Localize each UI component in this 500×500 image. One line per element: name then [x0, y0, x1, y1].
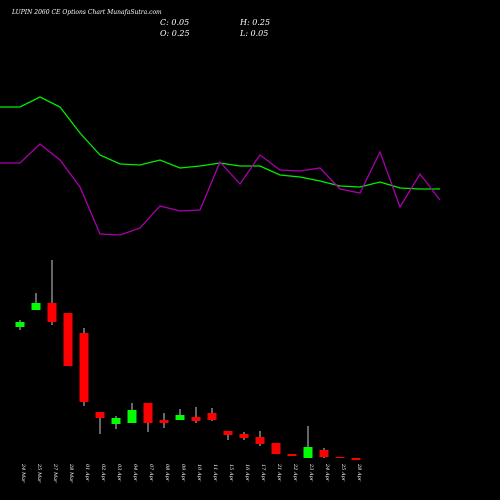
indicator-line — [0, 143, 441, 236]
candle-body — [15, 322, 25, 327]
high-label: H: 0.25 — [239, 18, 270, 27]
x-tick-label: 09 Apr — [180, 464, 186, 482]
candle-body — [223, 431, 233, 435]
x-tick-label: 17 Apr — [260, 464, 266, 482]
x-tick-label: 02 Apr — [100, 464, 106, 482]
candle-body — [351, 458, 361, 460]
x-tick-label: 25 Mar — [36, 463, 42, 483]
x-tick-label: 11 Apr — [212, 464, 218, 482]
candle-body — [31, 303, 41, 310]
candle-body — [79, 333, 89, 402]
x-tick-label: 07 Apr — [148, 464, 154, 482]
candle-body — [127, 410, 137, 423]
candle-body — [175, 415, 185, 420]
candle-body — [47, 303, 57, 322]
x-tick-label: 08 Apr — [164, 464, 170, 482]
indicator-line — [0, 96, 440, 190]
x-tick-label: 21 Apr — [276, 463, 282, 482]
x-tick-label: 23 Apr — [308, 463, 314, 482]
close-label: C: 0.05 — [160, 18, 189, 27]
x-tick-label: 15 Apr — [228, 464, 234, 482]
candle-body — [319, 450, 329, 457]
candle-body — [335, 457, 345, 458]
x-tick-label: 04 Apr — [132, 464, 138, 482]
x-tick-label: 22 Apr — [292, 463, 298, 482]
candle-body — [239, 434, 249, 438]
x-tick-label: 25 Apr — [340, 463, 346, 482]
x-tick-label: 28 Apr — [356, 463, 362, 482]
candle-body — [255, 437, 265, 444]
x-tick-label: 03 Apr — [116, 464, 122, 482]
x-tick-label: 10 Apr — [196, 464, 202, 482]
candle-body — [143, 403, 153, 423]
candle-body — [287, 454, 297, 456]
x-tick-label: 24 Mar — [20, 463, 26, 483]
chart-title: LUPIN 2060 CE Options Chart MunafaSutra.… — [11, 9, 162, 16]
candle-body — [271, 443, 281, 454]
candle-body — [63, 313, 73, 366]
candle-body — [191, 417, 201, 421]
x-tick-label: 27 Mar — [52, 463, 58, 483]
candle-body — [95, 412, 105, 418]
x-tick-label: 28 Mar — [68, 463, 74, 483]
candle-body — [303, 447, 313, 458]
candle-body — [159, 420, 169, 423]
x-tick-label: 24 Apr — [324, 463, 330, 482]
x-tick-label: 01 Apr — [84, 464, 90, 482]
open-label: O: 0.25 — [160, 29, 190, 38]
x-tick-label: 16 Apr — [244, 464, 250, 482]
candle-body — [207, 413, 217, 420]
candle-body — [111, 418, 121, 424]
low-label: L: 0.05 — [239, 29, 268, 38]
